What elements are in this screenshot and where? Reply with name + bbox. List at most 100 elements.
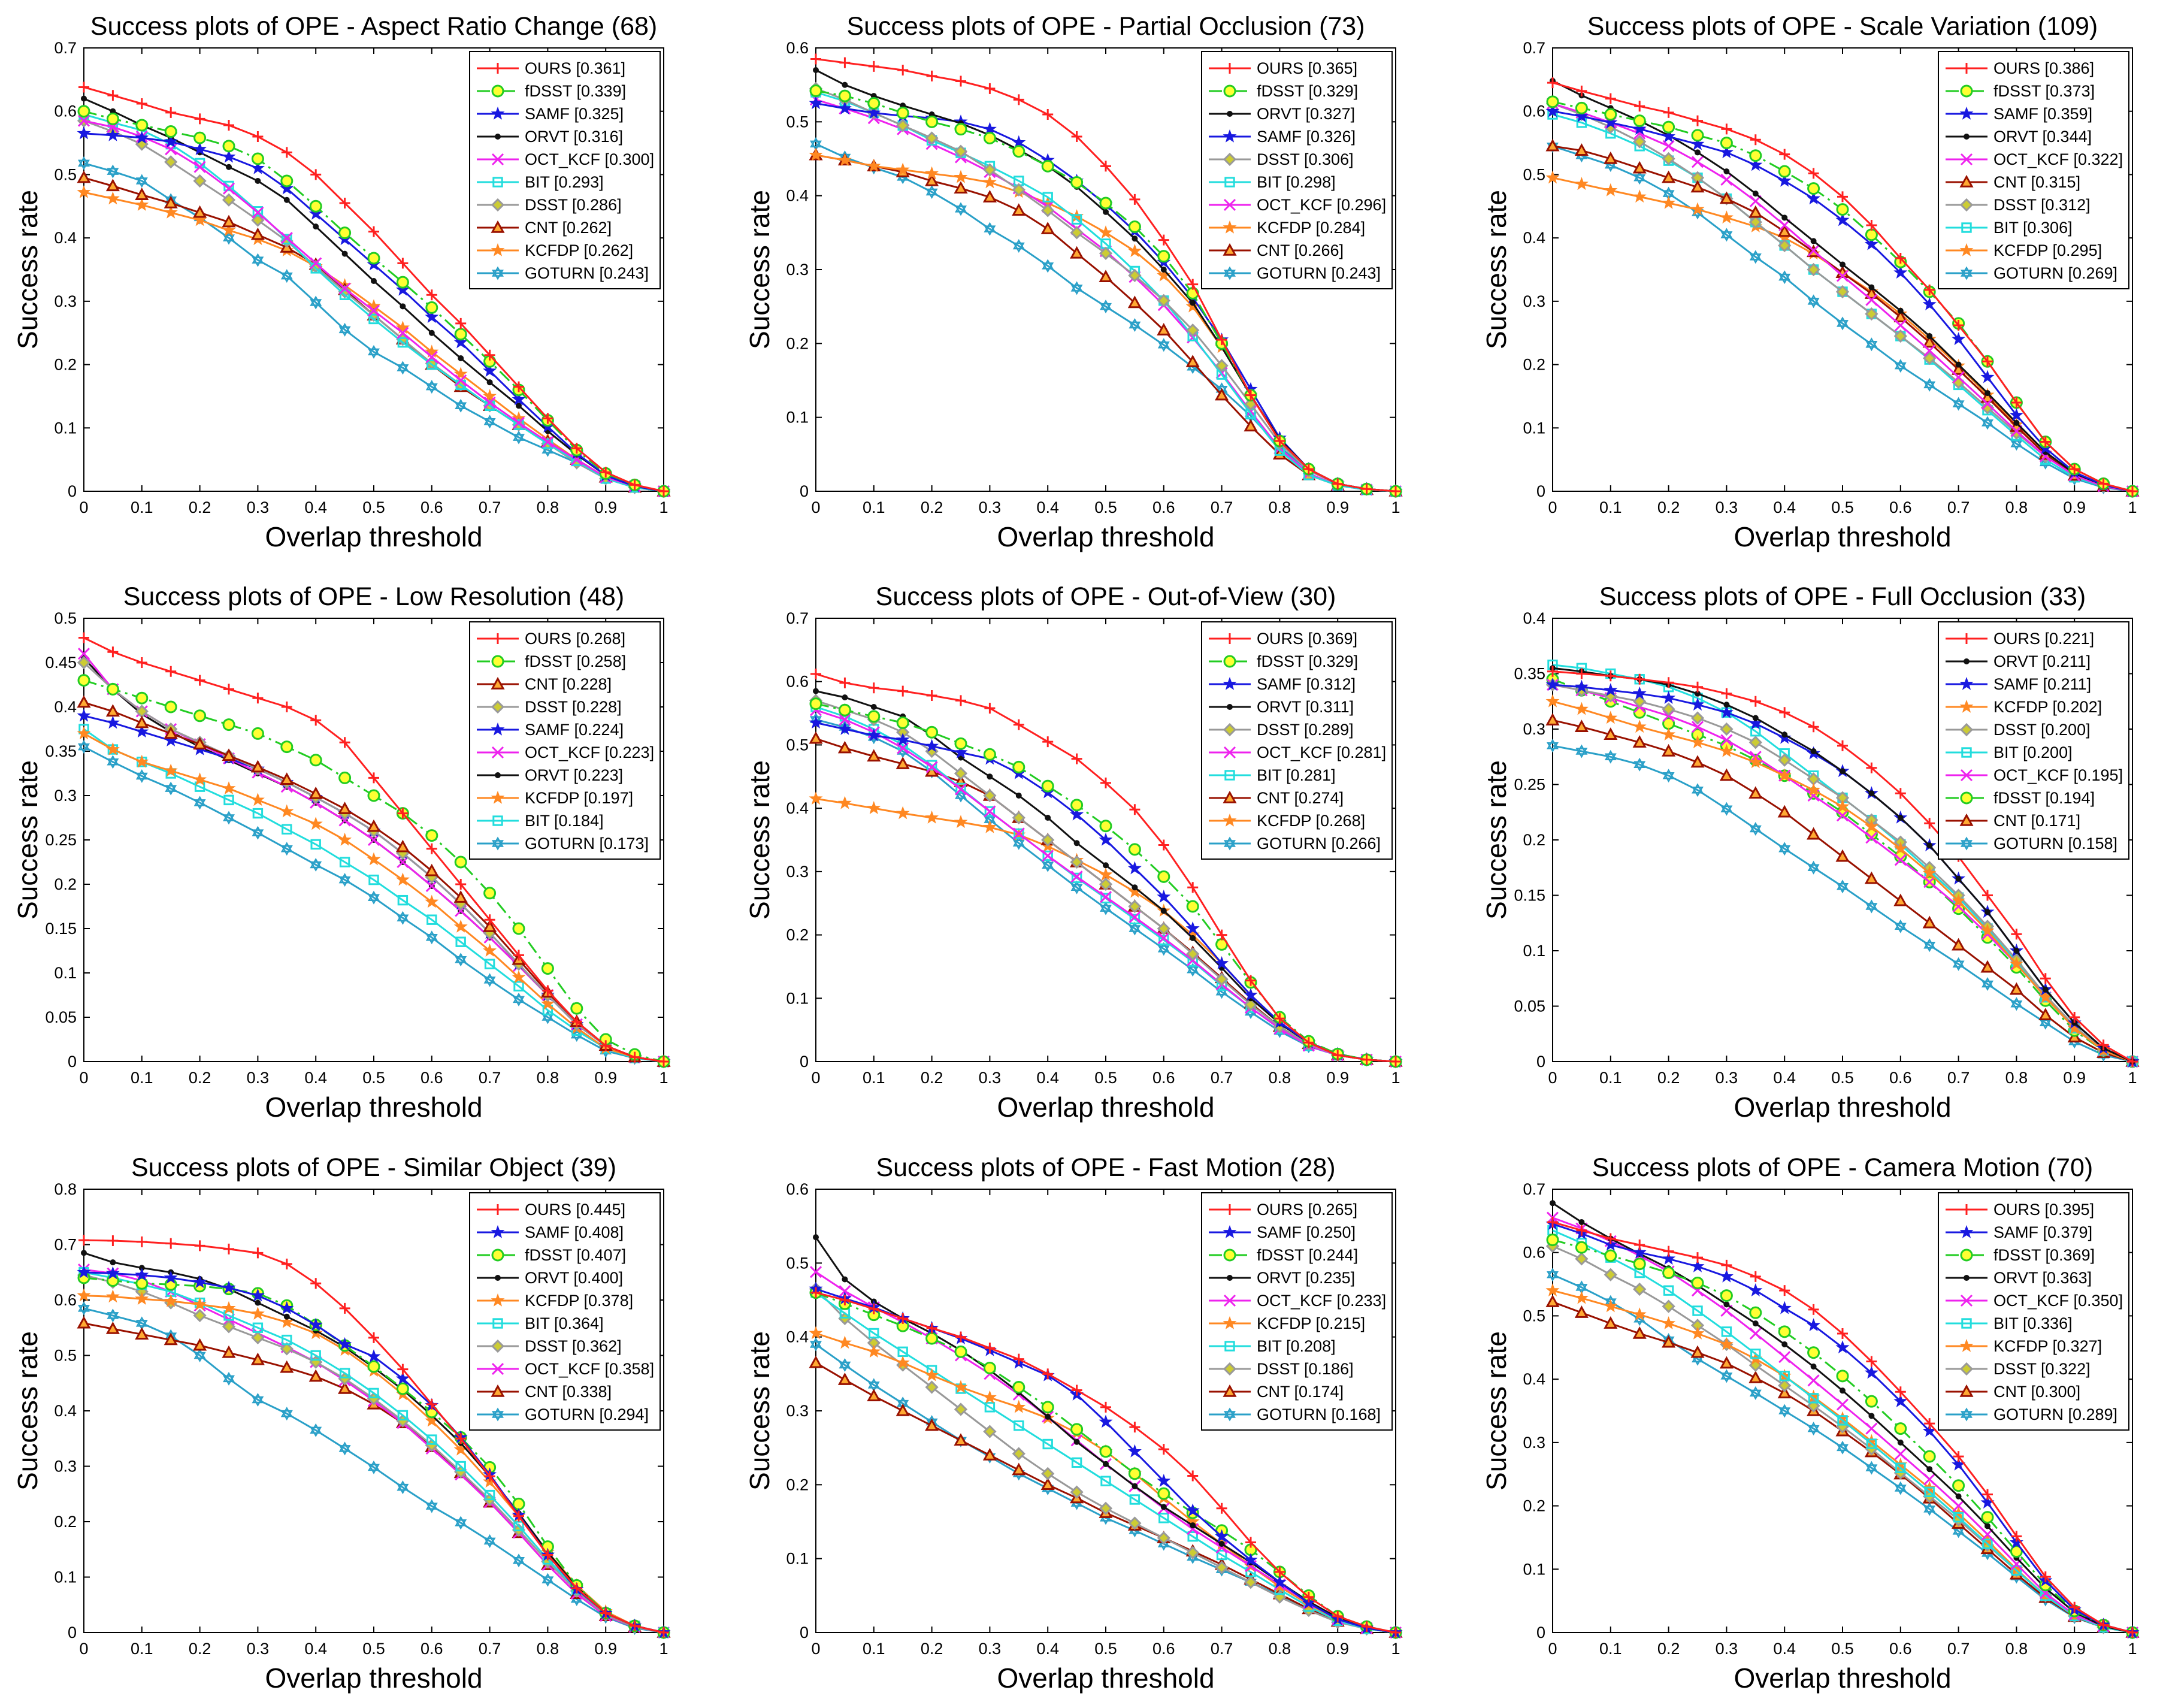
data-point <box>809 1326 823 1340</box>
data-point <box>483 973 496 987</box>
data-point <box>1865 1395 1878 1408</box>
data-point <box>1837 1415 1848 1426</box>
data-point <box>1749 1306 1762 1319</box>
data-point <box>1663 1285 1674 1296</box>
data-point <box>367 344 380 359</box>
data-point <box>1216 929 1227 941</box>
data-point <box>1575 744 1588 758</box>
x-tick-label: 1 <box>2128 1069 2137 1087</box>
data-point <box>222 748 236 761</box>
data-point <box>1576 85 1587 96</box>
legend-marker <box>1959 198 1974 212</box>
x-tick-label: 0.4 <box>1773 1069 1796 1087</box>
data-point <box>1807 827 1821 840</box>
legend-entry: OURS [0.268] <box>477 630 625 648</box>
data-point <box>629 479 640 491</box>
legend-entry: GOTURN [0.243] <box>1209 264 1381 282</box>
data-point <box>1634 101 1645 112</box>
data-point <box>1042 259 1054 273</box>
chart-panel-9: Success plots of OPE - Camera Motion (70… <box>1481 1153 2140 1694</box>
legend-label: GOTURN [0.294] <box>525 1405 649 1423</box>
data-point <box>1604 1268 1617 1281</box>
data-point <box>809 1337 822 1352</box>
y-axis-label: Success rate <box>1481 760 1512 920</box>
data-point <box>283 1313 290 1320</box>
legend-label: ORVT [0.344] <box>1993 128 2092 146</box>
data-point <box>1157 932 1170 944</box>
data-point <box>135 724 149 738</box>
data-point <box>252 826 264 840</box>
legend-entry: GOTURN [0.266] <box>1209 835 1381 853</box>
y-tick-label: 0.7 <box>786 609 809 627</box>
data-point <box>135 769 148 783</box>
legend-entry: fDSST [0.329] <box>1209 82 1358 100</box>
legend-marker <box>1223 813 1237 827</box>
data-point <box>1865 1422 1878 1435</box>
data-point <box>339 289 350 300</box>
data-point <box>1129 1494 1141 1505</box>
data-point <box>1690 1326 1705 1340</box>
data-point <box>1632 1307 1647 1321</box>
data-point <box>870 704 877 710</box>
data-point <box>2013 419 2020 426</box>
y-tick-label: 0.3 <box>54 787 77 805</box>
x-tick-label: 0.9 <box>1326 1069 1349 1087</box>
data-point <box>1719 1356 1734 1369</box>
legend-label: KCFDP [0.197] <box>525 789 633 807</box>
legend-label: KCFDP [0.295] <box>1993 241 2102 259</box>
y-tick-label: 0.5 <box>786 113 809 131</box>
legend-label: OURS [0.221] <box>1993 630 2094 648</box>
data-point <box>1099 877 1113 891</box>
y-tick-label: 0 <box>68 482 77 500</box>
data-point <box>1980 370 1995 383</box>
data-point <box>925 166 939 180</box>
legend-label: GOTURN [0.168] <box>1257 1405 1381 1423</box>
data-point <box>77 740 90 754</box>
data-point <box>1662 727 1676 741</box>
data-point <box>1103 1461 1109 1467</box>
legend: OURS [0.386] fDSST [0.373] SAMF [0.359] ORV… <box>1938 51 2129 289</box>
data-point <box>1013 719 1024 730</box>
data-point <box>1185 1503 1200 1517</box>
legend-entry: KCFDP [0.215] <box>1209 1314 1365 1332</box>
data-point <box>571 1583 582 1594</box>
x-tick-label: 0.6 <box>1889 1069 1912 1087</box>
y-tick-label: 0.4 <box>786 187 809 205</box>
legend-entry: GOTURN [0.294] <box>477 1405 649 1423</box>
legend-marker <box>1964 134 1970 140</box>
data-point <box>512 922 525 935</box>
data-point <box>925 1418 939 1431</box>
data-point <box>77 726 91 740</box>
series-line <box>83 113 664 492</box>
data-point <box>484 1489 495 1501</box>
data-point <box>1099 225 1113 239</box>
legend-marker <box>1959 1384 1974 1397</box>
data-point <box>135 131 149 144</box>
x-tick-label: 0.7 <box>1947 498 1970 516</box>
data-point <box>105 1322 120 1334</box>
data-point <box>1632 735 1647 748</box>
x-tick-label: 0.9 <box>594 498 617 516</box>
data-point <box>280 1407 293 1421</box>
data-point <box>867 97 881 110</box>
data-point <box>837 796 852 809</box>
data-point <box>1244 987 1258 1001</box>
data-point <box>428 329 435 336</box>
x-tick-label: 0.7 <box>1947 1069 1970 1087</box>
legend-marker <box>1224 633 1235 644</box>
legend-entry: SAMF [0.359] <box>1946 105 2092 123</box>
data-point <box>1604 749 1617 764</box>
data-point <box>954 737 967 750</box>
data-point <box>868 61 879 72</box>
data-point <box>135 1316 148 1331</box>
data-point <box>455 936 466 947</box>
data-point <box>1633 1282 1647 1296</box>
series-kcfdp <box>1545 694 2140 1068</box>
data-point <box>1752 191 1759 197</box>
legend-label: fDSST [0.194] <box>1993 789 2095 807</box>
data-point <box>1923 1450 1936 1463</box>
legend-entry: OURS [0.386] <box>1946 59 2094 77</box>
data-point <box>1719 743 1734 757</box>
data-point <box>308 1317 323 1331</box>
data-point <box>1632 686 1647 700</box>
